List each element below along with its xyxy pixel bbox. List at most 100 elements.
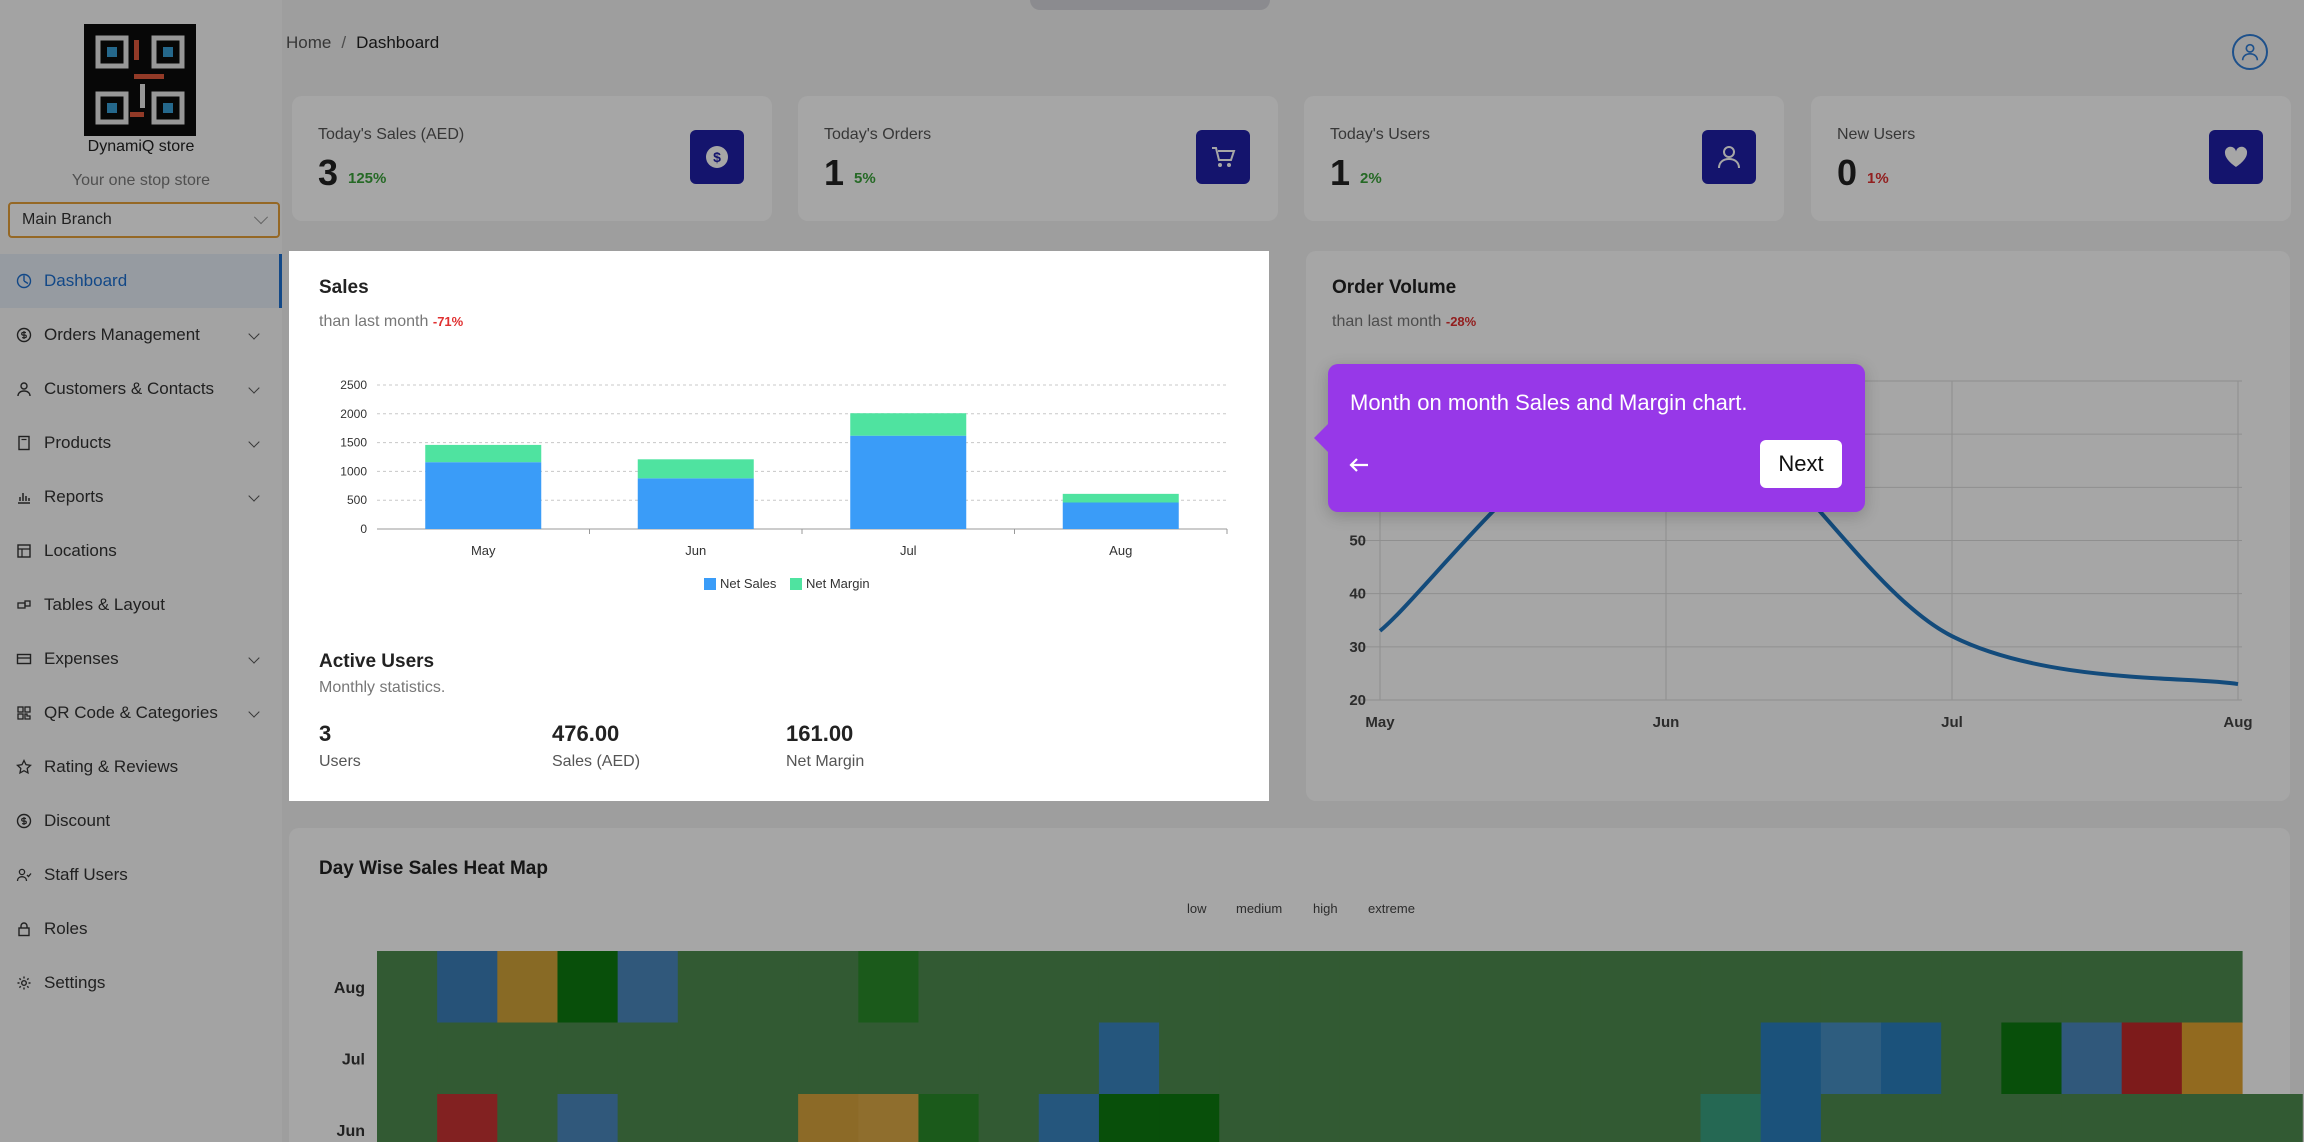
heatmap-cell[interactable]: [1941, 1094, 2002, 1142]
heatmap-cell[interactable]: [557, 951, 619, 1024]
heatmap-cell[interactable]: [858, 1022, 920, 1095]
heatmap-cell[interactable]: [1098, 1022, 1160, 1095]
heatmap-cell[interactable]: [1700, 951, 1762, 1024]
heatmap-cell[interactable]: [1941, 1022, 2002, 1095]
heatmap-cell[interactable]: [737, 1022, 799, 1095]
heatmap-cell[interactable]: [377, 1022, 438, 1095]
sidebar-item-settings[interactable]: Settings: [0, 956, 282, 1010]
user-profile-button[interactable]: [2232, 34, 2268, 70]
heatmap-cell[interactable]: [1038, 1094, 1100, 1142]
heatmap-cell[interactable]: [1399, 951, 1461, 1024]
heatmap-cell[interactable]: [377, 1094, 438, 1142]
heatmap-cell[interactable]: [617, 1094, 679, 1142]
heatmap-cell[interactable]: [2181, 1022, 2243, 1095]
heatmap-cell[interactable]: [2242, 1094, 2303, 1142]
heatmap-cell[interactable]: [1941, 951, 2002, 1024]
sidebar-item-orders-management[interactable]: Orders Management: [0, 308, 282, 362]
heatmap-cell[interactable]: [1098, 1094, 1160, 1142]
heatmap-cell[interactable]: [1760, 1094, 1822, 1142]
heatmap-cell[interactable]: [497, 1022, 559, 1095]
heatmap-cell[interactable]: [1399, 1022, 1461, 1095]
heatmap-cell[interactable]: [677, 1094, 739, 1142]
branch-select[interactable]: Main Branch: [8, 202, 280, 238]
heatmap-cell[interactable]: [1459, 951, 1521, 1024]
heatmap-cell[interactable]: [798, 951, 859, 1024]
heatmap-cell[interactable]: [2061, 1022, 2123, 1095]
heatmap-cell[interactable]: [497, 1094, 559, 1142]
heatmap-cell[interactable]: [1820, 1094, 1882, 1142]
heatmap-cell[interactable]: [377, 951, 438, 1024]
heatmap-cell[interactable]: [1459, 1022, 1521, 1095]
heatmap-cell[interactable]: [497, 951, 559, 1024]
breadcrumb-home[interactable]: Home: [286, 33, 332, 52]
heatmap-cell[interactable]: [437, 1022, 498, 1095]
heatmap-cell[interactable]: [1339, 1022, 1401, 1095]
heatmap-cell[interactable]: [798, 1094, 859, 1142]
tooltip-next-button[interactable]: Next: [1760, 440, 1842, 488]
sidebar-item-products[interactable]: Products: [0, 416, 282, 470]
sidebar-item-rating-and-reviews[interactable]: Rating & Reviews: [0, 740, 282, 794]
heatmap-cell[interactable]: [1881, 951, 1942, 1024]
heatmap-cell[interactable]: [1219, 951, 1281, 1024]
heatmap-cell[interactable]: [737, 1094, 799, 1142]
heatmap-cell[interactable]: [858, 951, 920, 1024]
heatmap-cell[interactable]: [1580, 951, 1641, 1024]
sidebar-item-staff-users[interactable]: Staff Users: [0, 848, 282, 902]
sidebar-item-dashboard[interactable]: Dashboard: [0, 254, 282, 308]
heatmap-cell[interactable]: [1279, 1094, 1341, 1142]
sidebar-item-locations[interactable]: Locations: [0, 524, 282, 578]
heatmap-cell[interactable]: [2061, 951, 2123, 1024]
sidebar-item-qr-code-and-categories[interactable]: QR Code & Categories: [0, 686, 282, 740]
bar-net-margin[interactable]: [425, 444, 542, 463]
heatmap-cell[interactable]: [1580, 1022, 1641, 1095]
heatmap-cell[interactable]: [2001, 1022, 2063, 1095]
heatmap-cell[interactable]: [918, 951, 980, 1024]
heatmap-cell[interactable]: [2121, 1022, 2183, 1095]
heatmap-cell[interactable]: [437, 951, 498, 1024]
heatmap-cell[interactable]: [2121, 951, 2183, 1024]
sidebar-item-reports[interactable]: Reports: [0, 470, 282, 524]
heatmap-cell[interactable]: [1520, 951, 1581, 1024]
heatmap-cell[interactable]: [978, 951, 1040, 1024]
heatmap-cell[interactable]: [1339, 1094, 1401, 1142]
heatmap-cell[interactable]: [1399, 1094, 1461, 1142]
heatmap-cell[interactable]: [1219, 1022, 1281, 1095]
heatmap-cell[interactable]: [1640, 951, 1702, 1024]
heatmap-cell[interactable]: [677, 1022, 739, 1095]
heatmap-cell[interactable]: [557, 1022, 619, 1095]
heatmap-cell[interactable]: [1038, 951, 1100, 1024]
bar-net-margin[interactable]: [850, 413, 967, 436]
heatmap-cell[interactable]: [1159, 1094, 1220, 1142]
heatmap-cell[interactable]: [1038, 1022, 1100, 1095]
heatmap-cell[interactable]: [1159, 951, 1220, 1024]
bar-net-sales[interactable]: [1062, 502, 1179, 529]
heatmap-cell[interactable]: [1219, 1094, 1281, 1142]
heatmap-cell[interactable]: [617, 1022, 679, 1095]
bar-net-margin[interactable]: [637, 459, 754, 479]
heatmap-cell[interactable]: [1098, 951, 1160, 1024]
heatmap-cell[interactable]: [1760, 1022, 1822, 1095]
heatmap-cell[interactable]: [1820, 951, 1882, 1024]
sidebar-item-roles[interactable]: Roles: [0, 902, 282, 956]
heatmap-cell[interactable]: [1279, 1022, 1341, 1095]
heatmap-cell[interactable]: [1881, 1022, 1942, 1095]
sidebar-item-tables-and-layout[interactable]: Tables & Layout: [0, 578, 282, 632]
heatmap-cell[interactable]: [918, 1022, 980, 1095]
heatmap-cell[interactable]: [677, 951, 739, 1024]
heatmap-cell[interactable]: [1640, 1022, 1702, 1095]
heatmap-cell[interactable]: [2061, 1094, 2123, 1142]
sidebar-item-expenses[interactable]: Expenses: [0, 632, 282, 686]
heatmap-cell[interactable]: [437, 1094, 498, 1142]
bar-net-sales[interactable]: [425, 462, 542, 529]
heatmap-cell[interactable]: [737, 951, 799, 1024]
heatmap-cell[interactable]: [978, 1094, 1040, 1142]
heatmap-cell[interactable]: [1881, 1094, 1942, 1142]
heatmap-cell[interactable]: [1760, 951, 1822, 1024]
heatmap-cell[interactable]: [1820, 1022, 1882, 1095]
heatmap-cell[interactable]: [1459, 1094, 1521, 1142]
heatmap-cell[interactable]: [617, 951, 679, 1024]
heatmap-cell[interactable]: [1520, 1022, 1581, 1095]
heatmap-cell[interactable]: [1279, 951, 1341, 1024]
sidebar-item-discount[interactable]: Discount: [0, 794, 282, 848]
heatmap-cell[interactable]: [918, 1094, 980, 1142]
